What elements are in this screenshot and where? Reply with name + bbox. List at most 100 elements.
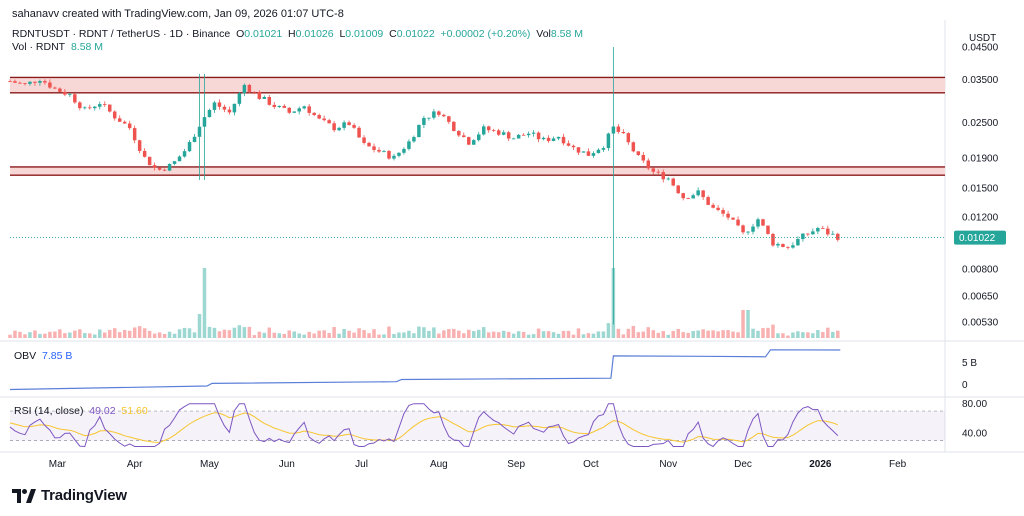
volume-bar — [472, 331, 476, 338]
candle-body — [382, 150, 386, 152]
candle-up — [402, 147, 406, 155]
volume-bar — [117, 332, 122, 338]
candle-body — [711, 204, 715, 208]
candle-body — [98, 104, 102, 107]
candle-body — [736, 219, 740, 226]
candle-body — [741, 225, 745, 233]
candle-up — [791, 242, 795, 249]
candle-down — [462, 132, 466, 138]
volume-bar — [556, 333, 561, 338]
candle-down — [671, 177, 675, 187]
candle-up — [606, 132, 611, 151]
price-tick-label: 0.01200 — [962, 212, 999, 223]
candle-body — [457, 130, 461, 136]
candle-up — [581, 151, 586, 153]
candle-up — [417, 124, 421, 138]
volume-bar — [237, 325, 242, 338]
volume-bar — [686, 332, 690, 338]
volume-bar — [786, 335, 790, 338]
candle-down — [103, 101, 107, 107]
candle-body — [227, 109, 232, 113]
candle-body — [691, 195, 695, 199]
currency-label[interactable]: USDT — [969, 33, 997, 44]
candle-body — [481, 126, 486, 135]
volume-bar — [806, 332, 810, 338]
candle-body — [526, 133, 531, 136]
volume-bar — [167, 331, 172, 338]
candle-body — [521, 134, 526, 136]
volume-bar — [506, 331, 511, 338]
candle-down — [18, 81, 22, 85]
candle-up — [472, 139, 476, 146]
candle-body — [661, 172, 665, 180]
volume-bar — [337, 333, 341, 338]
volume-bar — [297, 333, 301, 338]
candle-down — [217, 99, 222, 110]
candle-up — [342, 120, 346, 131]
volume-bar — [362, 330, 366, 338]
candle-body — [636, 151, 641, 155]
candle-body — [656, 171, 661, 173]
candle-up — [187, 139, 192, 153]
candle-body — [83, 107, 87, 109]
obv-tick-label: 0 — [962, 380, 968, 391]
candle-body — [472, 140, 476, 145]
candle-body — [626, 133, 631, 143]
candle-up — [551, 136, 556, 142]
tradingview-logo[interactable]: TradingView — [12, 487, 127, 504]
candle-body — [681, 193, 685, 199]
candle-down — [442, 113, 446, 118]
candle-body — [816, 228, 820, 232]
volume-bar — [561, 330, 566, 338]
volume-bar — [23, 334, 27, 338]
volume-bar — [656, 332, 661, 338]
candle-up — [38, 79, 42, 86]
candle-down — [651, 167, 656, 175]
candle-down — [352, 123, 356, 129]
candle-down — [786, 246, 790, 250]
candle-down — [247, 83, 252, 94]
candle-body — [836, 233, 840, 240]
volume-bar — [78, 329, 82, 338]
candle-down — [766, 225, 770, 235]
candles — [8, 47, 840, 325]
rsi-legend[interactable]: RSI (14, close) 49.02 51.60 — [14, 405, 148, 417]
candle-down — [486, 125, 491, 133]
candle-body — [591, 153, 596, 156]
candle-body — [73, 94, 77, 103]
candle-down — [267, 94, 272, 106]
volume-bar — [641, 331, 646, 338]
volume-bar — [831, 331, 835, 338]
volume-bar — [626, 328, 631, 338]
candle-body — [751, 226, 755, 232]
volume-legend[interactable]: Vol · RDNT 8.58 M — [12, 41, 104, 53]
volume-bar — [392, 334, 396, 338]
time-tick-label: Aug — [430, 459, 448, 470]
rsi-value: 49.02 — [89, 405, 116, 417]
candle-body — [731, 217, 735, 220]
candle-body — [58, 88, 62, 92]
volume-bar — [83, 333, 87, 338]
volume-bar — [367, 333, 371, 338]
candle-down — [8, 79, 12, 82]
volume-bar — [162, 333, 167, 338]
candle-up — [831, 230, 835, 235]
price-tick-label: 0.00800 — [962, 265, 999, 276]
candle-down — [63, 89, 67, 97]
volume-bar — [247, 326, 252, 338]
candle-up — [28, 81, 32, 86]
candle-down — [107, 104, 112, 113]
candle-up — [277, 105, 282, 109]
symbol-label[interactable]: RDNTUSDT · RDNT / TetherUS · 1D · Binanc… — [12, 28, 231, 40]
volume-bar — [801, 332, 805, 338]
candle-body — [18, 82, 22, 84]
candle-body — [452, 121, 456, 131]
time-tick-label: Nov — [659, 459, 677, 470]
volume-bar — [397, 332, 401, 338]
candle-body — [447, 116, 451, 122]
rsi-tick-label: 40.00 — [962, 429, 987, 440]
volume-bar — [516, 331, 521, 338]
obv-legend[interactable]: OBV 7.85 B — [14, 350, 73, 362]
candle-body — [292, 111, 296, 113]
